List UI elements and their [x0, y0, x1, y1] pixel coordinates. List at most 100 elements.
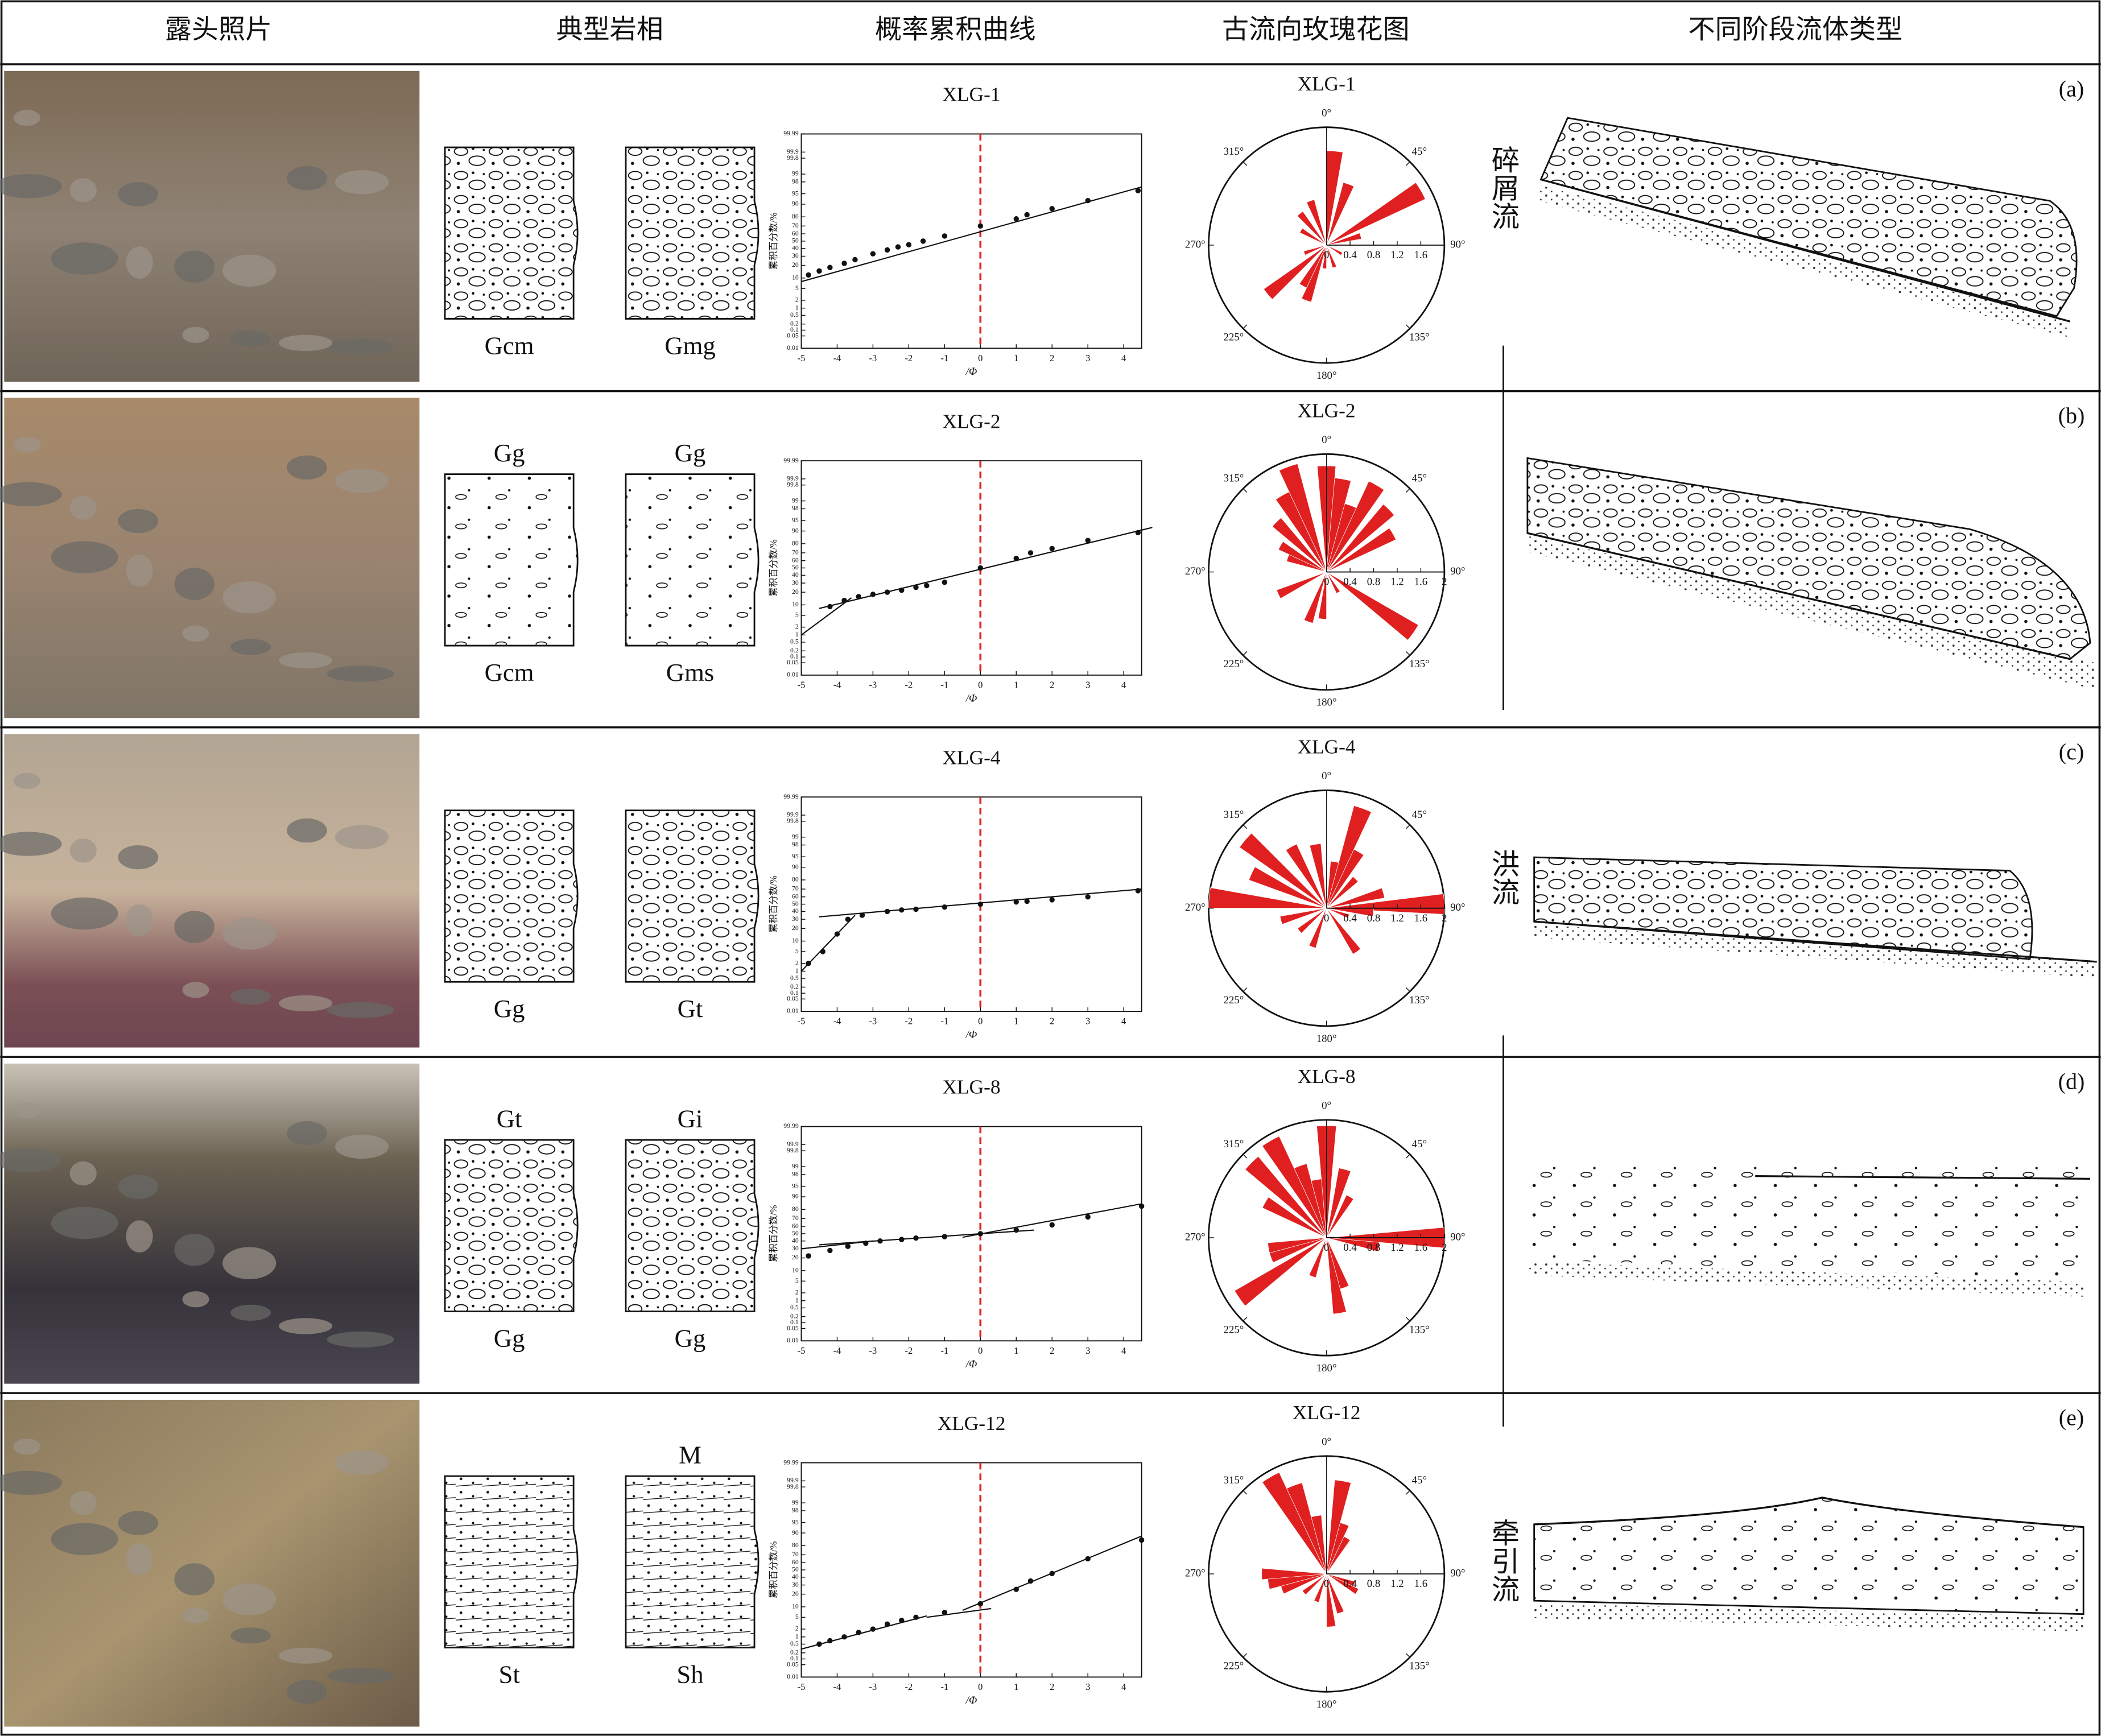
fit-line — [962, 1203, 1142, 1238]
y-tick-label: 98 — [792, 1507, 799, 1514]
facies-code: Gcm — [485, 658, 534, 687]
y-tick-label: 98 — [792, 841, 799, 848]
y-tick-label: 99.8 — [787, 1147, 799, 1154]
y-tick-label: 95 — [792, 189, 799, 197]
facies-code: St — [498, 1660, 520, 1689]
r-tick-label: 0.8 — [1367, 1242, 1381, 1254]
angle-tick — [1243, 987, 1248, 992]
data-point — [1085, 1214, 1091, 1220]
x-tick-label: 0 — [978, 1345, 983, 1356]
r-tick-label: 0 — [1324, 1242, 1329, 1254]
facies-code: Gg — [494, 994, 525, 1023]
x-tick-label: 4 — [1121, 1016, 1126, 1027]
data-point — [924, 582, 930, 589]
x-tick-label: -2 — [905, 1681, 913, 1692]
photo-clast — [13, 1102, 40, 1119]
data-point — [1085, 894, 1091, 900]
angle-tick — [1405, 324, 1410, 329]
photo-clast — [69, 838, 97, 863]
x-tick-label: 1 — [1014, 353, 1018, 363]
photo-clast — [230, 330, 271, 347]
plot-frame — [800, 133, 1142, 349]
x-tick-label: 4 — [1121, 1681, 1126, 1692]
y-tick-label: 10 — [792, 937, 799, 944]
panel-label: (a) — [2059, 76, 2084, 101]
photo-clast — [0, 1148, 62, 1172]
x-tick-label: 0 — [978, 1681, 983, 1692]
facies-code: Gg — [675, 1324, 706, 1353]
x-tick-label: -5 — [798, 353, 806, 363]
y-tick-label: 0.01 — [787, 1673, 799, 1680]
photo-clast — [51, 541, 118, 573]
data-point — [913, 1235, 919, 1241]
ground-dots — [1534, 924, 2097, 978]
flow-body — [1526, 457, 2091, 660]
angle-label: 225° — [1224, 1324, 1244, 1336]
r-tick-label: 0.4 — [1343, 1242, 1357, 1254]
column-header: 典型岩相 — [556, 15, 663, 44]
y-tick-label: 20 — [792, 1254, 799, 1261]
data-point — [899, 587, 905, 593]
rose-petal — [1322, 245, 1327, 269]
rose-petal — [1297, 908, 1327, 934]
y-tick-label: 20 — [792, 924, 799, 932]
data-point — [852, 257, 858, 263]
y-tick-label: 90 — [792, 1193, 799, 1200]
photo-clast — [174, 250, 215, 283]
rose-petal — [1311, 1179, 1327, 1238]
y-tick-label: 0.1 — [790, 1318, 799, 1326]
x-tick-label: -5 — [798, 1681, 806, 1692]
photo-clast — [51, 1523, 118, 1556]
y-tick-label: 99.9 — [787, 1477, 799, 1484]
rose-title: XLG-2 — [1298, 399, 1356, 421]
photo-clast — [174, 568, 215, 601]
angle-label: 135° — [1409, 331, 1430, 343]
y-tick-label: 70 — [792, 885, 799, 892]
r-tick-label: 1.2 — [1390, 576, 1404, 588]
fit-line — [819, 527, 1153, 609]
y-tick-label: 40 — [792, 244, 799, 251]
y-tick-label: 50 — [792, 1230, 799, 1237]
angle-label: 90° — [1450, 238, 1465, 250]
rose-petal — [1299, 228, 1327, 246]
column-header: 露头照片 — [165, 15, 272, 44]
flow-type: 牵引流 — [1488, 1518, 1519, 1602]
data-point — [1013, 555, 1019, 561]
panel-label: (b) — [2058, 403, 2085, 428]
data-point — [870, 251, 876, 257]
photo-clast — [287, 1121, 327, 1146]
photo-clast — [182, 982, 209, 998]
fit-line — [926, 1607, 992, 1618]
angle-label: 315° — [1224, 1138, 1244, 1150]
y-tick-label: 99 — [792, 497, 799, 504]
flow-outline — [1534, 1497, 2084, 1528]
data-point — [977, 565, 984, 571]
facies-code: Gi — [678, 1104, 703, 1132]
photo-clast — [230, 988, 271, 1005]
rose-petal — [1326, 908, 1361, 954]
y-tick-label: 60 — [792, 1222, 799, 1230]
angle-label: 0° — [1322, 1100, 1331, 1112]
angle-label: 45° — [1412, 146, 1427, 158]
y-tick-label: 0.5 — [790, 974, 799, 982]
data-point — [884, 1621, 890, 1627]
data-point — [895, 244, 901, 250]
rose-petal — [1326, 887, 1385, 908]
y-tick-label: 95 — [792, 1182, 799, 1189]
y-tick-label: 90 — [792, 527, 799, 534]
y-tick-label: 0.1 — [790, 1655, 799, 1662]
flow-type: 洪流 — [1488, 849, 1519, 906]
rose-petal — [1326, 182, 1355, 246]
rose-petal — [1326, 908, 1350, 919]
data-point — [913, 584, 919, 590]
rose-petal — [1309, 1237, 1327, 1278]
y-tick-label: 0.1 — [790, 989, 799, 997]
angle-label: 135° — [1409, 1324, 1430, 1336]
y-tick-label: 30 — [792, 1581, 799, 1588]
data-point — [845, 1243, 851, 1249]
rose-petal — [1303, 572, 1327, 624]
angle-label: 180° — [1316, 1033, 1337, 1045]
photo-clast — [174, 1563, 215, 1596]
rose-petal — [1326, 1522, 1349, 1574]
